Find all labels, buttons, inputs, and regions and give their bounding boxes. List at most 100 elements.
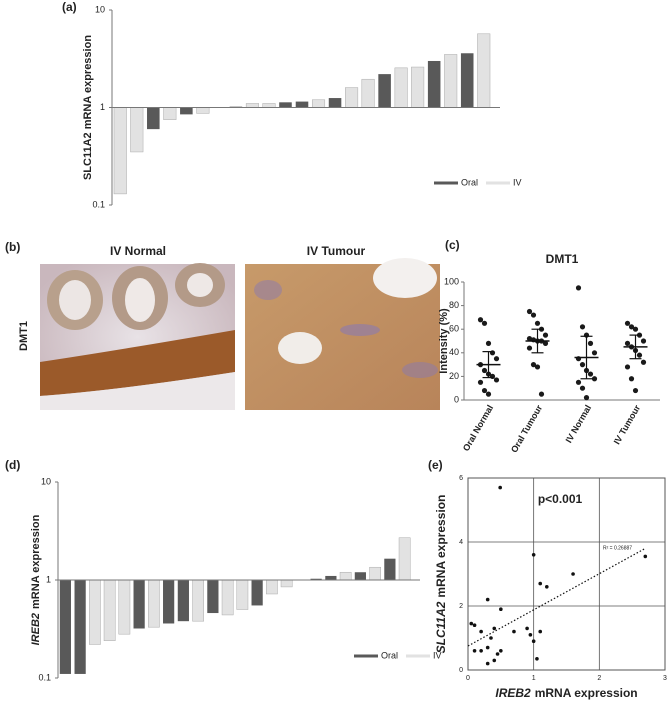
trendline bbox=[467, 547, 646, 647]
data-point bbox=[477, 317, 484, 323]
data-point bbox=[492, 626, 497, 631]
data-point bbox=[640, 359, 647, 365]
y-tick-label: 1 bbox=[46, 574, 51, 584]
data-point bbox=[485, 597, 490, 602]
bar bbox=[74, 580, 86, 674]
data-point bbox=[628, 376, 635, 382]
x-tick-label: 1 bbox=[532, 675, 536, 682]
micrograph-tumour bbox=[245, 258, 440, 410]
data-point bbox=[479, 649, 483, 653]
data-point bbox=[531, 639, 536, 643]
data-point bbox=[485, 645, 490, 650]
y-tick-label: 100 bbox=[444, 276, 459, 286]
bar bbox=[280, 579, 293, 588]
bar bbox=[180, 107, 193, 115]
data-point bbox=[499, 607, 503, 611]
bar bbox=[279, 102, 292, 108]
bar bbox=[147, 107, 160, 130]
data-point bbox=[485, 340, 492, 346]
data-point bbox=[526, 308, 533, 315]
x-tick-label: 0 bbox=[466, 675, 470, 682]
y-tick-label: 6 bbox=[459, 475, 463, 482]
bar bbox=[427, 60, 441, 108]
data-point bbox=[624, 340, 631, 346]
data-point bbox=[493, 377, 500, 383]
y-tick-label: 0.1 bbox=[92, 199, 105, 209]
legend-label: IV bbox=[433, 650, 442, 660]
bar bbox=[118, 579, 131, 635]
bar bbox=[394, 67, 408, 108]
bar bbox=[133, 580, 145, 629]
data-point bbox=[579, 362, 586, 368]
data-point bbox=[542, 332, 549, 338]
x-tick-label: IV Tumour bbox=[612, 403, 643, 446]
y-tick-label: 40 bbox=[449, 347, 459, 357]
x-tick-label: Oral Normal bbox=[461, 403, 495, 453]
bar bbox=[411, 66, 425, 108]
bar bbox=[345, 87, 359, 108]
bar bbox=[325, 575, 337, 580]
data-point bbox=[512, 629, 516, 634]
data-point bbox=[481, 387, 488, 394]
data-point bbox=[579, 385, 586, 391]
y-tick-label: 10 bbox=[41, 476, 51, 486]
bar bbox=[196, 107, 210, 114]
data-point bbox=[477, 379, 484, 385]
y-tick-label: 2 bbox=[459, 603, 463, 610]
data-point bbox=[528, 633, 533, 637]
data-point bbox=[575, 285, 582, 291]
data-point bbox=[489, 350, 496, 356]
data-point bbox=[591, 350, 598, 356]
bar bbox=[59, 580, 71, 674]
image-title: IV Tumour bbox=[307, 244, 366, 258]
data-point bbox=[545, 585, 549, 589]
bar bbox=[384, 558, 396, 580]
row-label: DMT1 bbox=[18, 321, 30, 351]
data-point bbox=[485, 661, 490, 666]
data-point bbox=[489, 636, 493, 640]
panel-label: (a) bbox=[62, 0, 77, 14]
data-point bbox=[538, 581, 543, 586]
bar bbox=[378, 74, 391, 108]
data-point bbox=[481, 367, 488, 374]
bar bbox=[245, 103, 259, 108]
data-point bbox=[469, 621, 474, 626]
panel-label: (d) bbox=[5, 458, 20, 472]
data-point bbox=[534, 364, 541, 370]
data-point bbox=[542, 340, 549, 346]
bar bbox=[113, 107, 127, 195]
data-point bbox=[575, 379, 582, 385]
data-point bbox=[538, 391, 545, 397]
annotation: p<0.001 bbox=[538, 492, 583, 506]
data-point bbox=[591, 376, 598, 382]
micrograph-normal bbox=[40, 263, 235, 410]
bar bbox=[163, 107, 177, 120]
data-point bbox=[530, 362, 537, 368]
y-tick-label: 0.1 bbox=[38, 672, 51, 682]
bar bbox=[398, 537, 411, 581]
y-tick-label: 0 bbox=[459, 667, 463, 674]
data-point bbox=[495, 652, 500, 656]
axis-label: IREB2 mRNA expression bbox=[495, 686, 637, 700]
data-point bbox=[624, 320, 631, 326]
axis-label-gene: IREB2 bbox=[30, 613, 42, 645]
data-point bbox=[499, 649, 503, 653]
x-tick-label: 3 bbox=[663, 675, 667, 682]
data-point bbox=[632, 387, 639, 394]
axis-label: SLC11A2 mRNA expression bbox=[434, 495, 448, 654]
bar bbox=[221, 579, 234, 616]
axis-label: IREB2 mRNA expression bbox=[30, 514, 42, 645]
bar bbox=[266, 579, 278, 595]
data-point bbox=[624, 364, 631, 370]
y-tick-label: 0 bbox=[454, 394, 459, 404]
bar bbox=[177, 580, 189, 622]
data-point bbox=[479, 629, 483, 634]
x-tick-label: Oral Tumour bbox=[509, 403, 545, 455]
legend-label: Oral bbox=[381, 650, 398, 660]
plot-frame bbox=[467, 477, 666, 671]
y-tick-label: 60 bbox=[449, 324, 459, 334]
data-point bbox=[472, 623, 477, 627]
panel-label: (e) bbox=[428, 458, 443, 472]
data-point bbox=[489, 373, 496, 379]
